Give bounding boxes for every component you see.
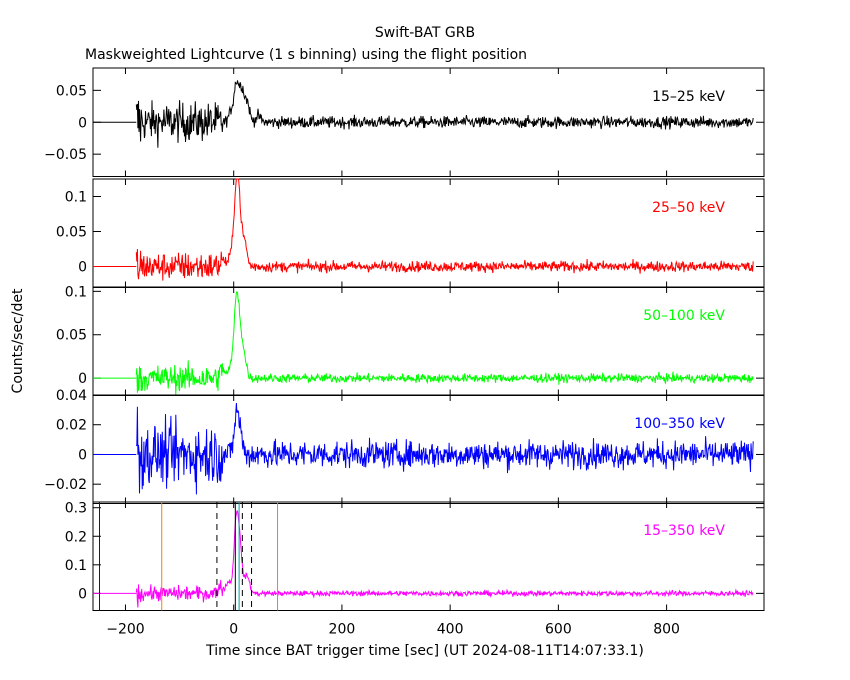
x-tick-label-4: 600 [545,622,572,638]
y-tick-label-0-0: 0.05 [56,83,87,99]
series-line-1 [135,178,754,281]
panels-group: 0.05 0 −0.05 15–25 keV 0.1 0.05 0 25–50 keV 0.1 0… [44,67,765,638]
series-line-3 [135,402,754,495]
y-tick-label-2-1: 0.05 [56,328,87,344]
x-tick-label-3: 400 [437,622,464,638]
panel-frame-4 [92,501,765,611]
chart-subtitle: Maskweighted Lightcurve (1 s binning) us… [85,47,527,63]
panel-label-4: 15–350 keV [643,523,725,539]
y-tick-label-4-0: 0.3 [65,501,87,517]
y-tick-label-3-3: −0.02 [44,477,87,493]
y-tick-label-1-0: 0.1 [65,190,87,206]
x-tick-label-5: 800 [653,622,680,638]
x-tick-label-2: 200 [329,622,356,638]
x-tick-label-1: 0 [229,622,238,638]
x-tick-label-0: −200 [106,622,144,638]
y-tick-label-3-1: 0.02 [56,418,87,434]
y-tick-label-4-3: 0 [78,586,87,602]
y-tick-label-2-0: 0.1 [65,284,87,300]
y-tick-label-1-1: 0.05 [56,225,87,241]
y-tick-label-0-1: 0 [78,115,87,131]
panel-frame-3 [92,394,765,504]
y-tick-label-2-2: 0 [78,371,87,387]
y-axis-label: Counts/sec/det [10,288,26,393]
chart-title: Swift-BAT GRB [375,25,475,41]
panel-label-3: 100–350 keV [634,416,725,432]
panel-label-2: 50–100 keV [643,308,725,324]
series-line-2 [135,291,754,395]
x-axis-label: Time since BAT trigger time [sec] (UT 20… [205,643,644,659]
y-tick-label-3-2: 0 [78,447,87,463]
series-line-0 [135,80,754,148]
y-tick-label-1-2: 0 [78,260,87,276]
panel-label-1: 25–50 keV [652,200,725,216]
y-tick-label-4-1: 0.2 [65,529,87,545]
y-tick-label-0-2: −0.05 [44,147,87,163]
y-tick-label-3-0: 0.04 [56,388,87,404]
y-tick-label-4-2: 0.1 [65,558,87,574]
panel-label-0: 15–25 keV [652,89,725,105]
